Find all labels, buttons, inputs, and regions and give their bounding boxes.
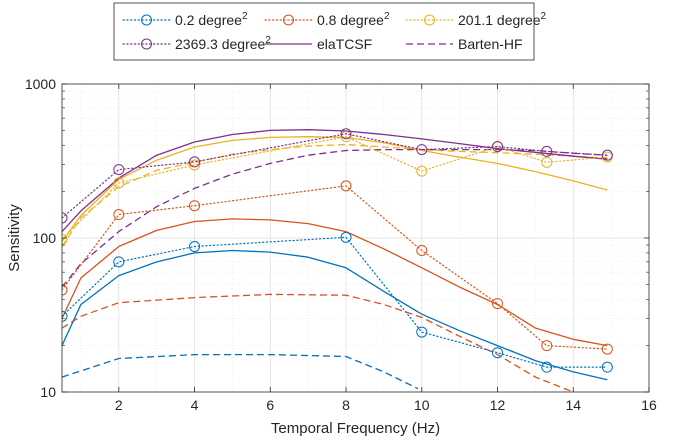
data-point-0-8-degree [189, 200, 201, 212]
series-line-elatcsf-0-2 [62, 249, 608, 381]
data-point-201-1-degree [340, 131, 352, 143]
data-point-2369-3-degree [601, 149, 613, 161]
legend-label-superscript: 2 [242, 11, 248, 22]
series-line-barten-hf-2369-3 [62, 148, 608, 288]
x-tick-label: 12 [490, 397, 506, 413]
series-line-0-8-degree [62, 185, 608, 350]
data-point-201-1-degree [62, 233, 68, 245]
data-point-2369-3-degree [189, 156, 201, 168]
x-axis-label: Temporal Frequency (Hz) [271, 420, 440, 437]
data-point-201-1-degree [113, 177, 125, 189]
legend: 0.2 degree2 0.8 degree2 201.1 degree2 2369.… [113, 2, 547, 61]
y-tick-label: 100 [33, 230, 57, 246]
data-point-2369-3-degree [113, 164, 125, 176]
x-tick-label: 16 [641, 397, 657, 413]
legend-marker-sample [141, 38, 152, 50]
legend-label: 2369.3 degree2 [175, 35, 271, 52]
axis-tick-labels: 2 4 6 8 10 12 14 16 10 100 1000 [25, 76, 657, 413]
series-line-0-2-degree [62, 236, 608, 368]
x-tick-label: 6 [266, 397, 274, 413]
series-line-201-1-degree [62, 136, 608, 240]
data-point-2369-3-degree [416, 144, 428, 156]
x-tick-label: 14 [565, 397, 581, 413]
data-point-0-2-degree [62, 310, 68, 322]
data-point-201-1-degree [416, 165, 428, 177]
data-point-0-8-degree [541, 340, 553, 352]
data-point-0-8-degree [601, 343, 613, 355]
y-tick-label: 1000 [25, 76, 56, 92]
data-point-0-8-degree [416, 244, 428, 256]
legend-label-superscript: 2 [541, 11, 547, 22]
data-point-2369-3-degree [541, 145, 553, 157]
series-line-elatcsf-0-8 [62, 218, 608, 347]
data-point-0-8-degree [492, 298, 504, 310]
x-tick-label: 2 [115, 397, 123, 413]
legend-marker-sample [141, 14, 152, 26]
x-tick-label: 4 [191, 397, 199, 413]
data-point-0-2-degree [541, 361, 553, 373]
data-point-0-2-degree [340, 231, 352, 243]
legend-label: elaTCSF [317, 36, 372, 52]
axis-ticks [62, 83, 650, 393]
legend-label: 201.1 degree2 [458, 11, 547, 28]
data-point-2369-3-degree [62, 212, 68, 224]
data-point-0-2-degree [492, 347, 504, 359]
data-point-201-1-degree [541, 156, 553, 168]
legend-label: Barten-HF [458, 36, 523, 52]
grid-major [62, 84, 649, 392]
legend-marker-sample [283, 14, 294, 26]
data-point-0-2-degree [601, 361, 613, 373]
data-point-201-1-degree [189, 159, 201, 171]
series-line-2369-3-degree [62, 133, 608, 219]
y-tick-label: 10 [40, 384, 56, 400]
series-layer [62, 128, 613, 392]
series-line-elatcsf-2369-3 [62, 129, 608, 233]
data-point-0-8-degree [340, 180, 352, 192]
legend-label: 0.2 degree2 [175, 11, 248, 28]
legend-marker-sample [424, 14, 435, 26]
data-point-0-8-degree [62, 284, 68, 296]
data-point-2369-3-degree [492, 141, 504, 153]
legend-label: 0.8 degree2 [317, 11, 390, 28]
data-point-2369-3-degree [340, 128, 352, 140]
series-line-barten-hf-0-2 [62, 353, 419, 390]
series-line-barten-hf-0-8 [62, 293, 574, 392]
data-point-0-2-degree [189, 241, 201, 253]
legend-label-superscript: 2 [265, 35, 271, 46]
data-point-0-8-degree [113, 209, 125, 221]
legend-box [113, 2, 535, 61]
data-point-0-2-degree [113, 256, 125, 268]
data-point-0-2-degree [416, 326, 428, 338]
x-tick-label: 10 [414, 397, 430, 413]
y-axis-label: Sensitivity [6, 204, 23, 272]
x-tick-label: 8 [342, 397, 350, 413]
legend-label-superscript: 2 [384, 11, 390, 22]
